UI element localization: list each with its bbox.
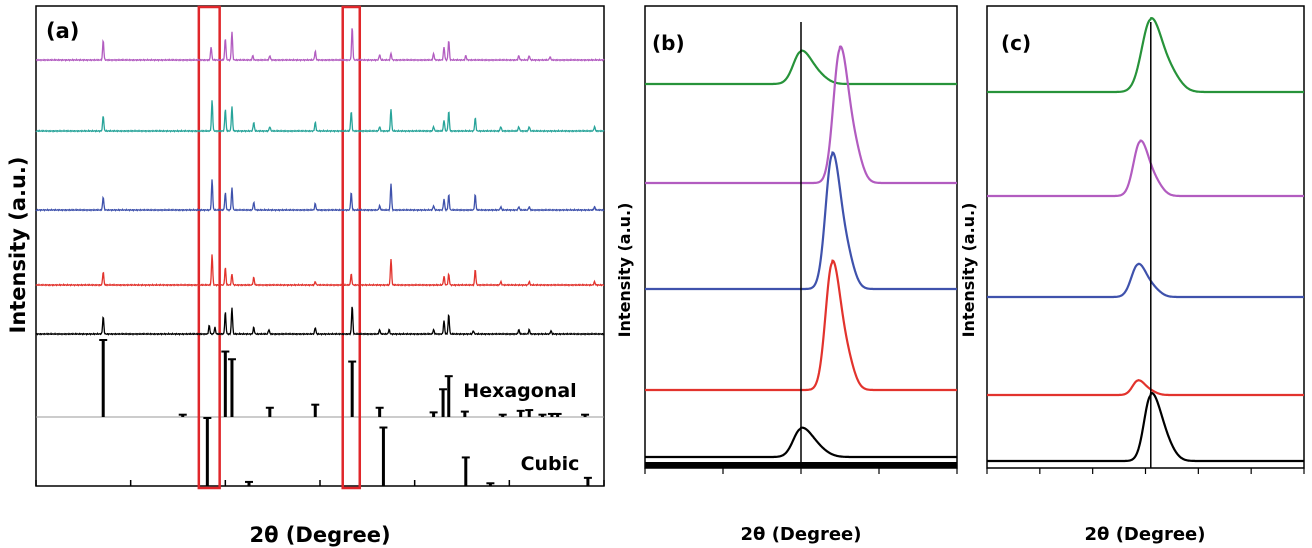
series-line-c-2 (987, 262, 1304, 299)
series-line-a-4 (35, 306, 605, 336)
panel-b-label: (b) (652, 31, 685, 55)
panel-c-xlabel: 2θ (Degree) (1085, 524, 1206, 545)
panel-b-xlabel: 2θ (Degree) (741, 524, 862, 545)
panel-c: (c) 2θ (Degree) Intensity (a.u.) (959, 5, 1305, 545)
panel-a-reference-sticks (99, 339, 592, 486)
panel-b-x-ticks (644, 468, 958, 474)
series-line-a-1 (35, 100, 605, 133)
panel-c-x-ticks (986, 468, 1305, 474)
panel-a: (a) Hexagonal Cubic 2θ (Degree) Intensit… (6, 5, 605, 547)
panel-a-label: (a) (46, 19, 79, 43)
series-line-c-4 (987, 392, 1304, 463)
series-line-c-3 (987, 379, 1304, 397)
panel-a-highlights (197, 5, 362, 490)
series-line-a-2 (35, 179, 605, 212)
cubic-label: Cubic (521, 453, 580, 475)
panel-c-frame (986, 5, 1305, 469)
panel-a-frame (35, 5, 605, 487)
series-line-a-0 (35, 28, 605, 62)
panel-b: (b) 2θ (Degree) Intensity (a.u.) (615, 5, 958, 545)
highlight-box-0 (197, 5, 221, 490)
series-line-c-0 (987, 16, 1304, 94)
panel-c-label: (c) (1001, 31, 1031, 55)
panel-b-ylabel: Intensity (a.u.) (615, 203, 634, 338)
panel-a-ylabel: Intensity (a.u.) (6, 156, 30, 333)
panel-a-xlabel: 2θ (Degree) (249, 523, 390, 547)
hexagonal-label: Hexagonal (463, 380, 576, 402)
panel-a-series (35, 28, 605, 336)
panel-a-x-ticks (35, 480, 605, 486)
panel-c-series (987, 16, 1304, 463)
series-line-c-1 (987, 139, 1304, 198)
panel-c-ylabel: Intensity (a.u.) (959, 203, 978, 338)
highlight-box-1 (341, 5, 362, 490)
series-line-a-3 (35, 254, 604, 287)
